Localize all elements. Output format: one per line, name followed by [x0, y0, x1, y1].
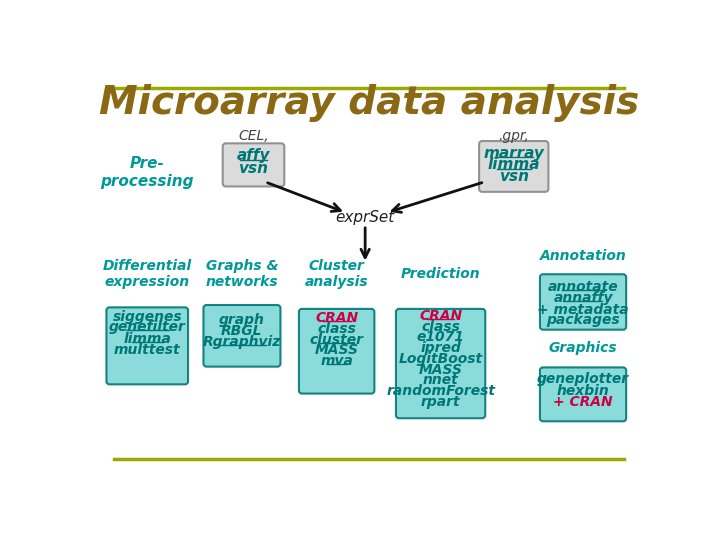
FancyBboxPatch shape	[396, 309, 485, 418]
Text: CRAN: CRAN	[315, 311, 359, 325]
FancyBboxPatch shape	[107, 307, 188, 384]
Text: multtest: multtest	[114, 343, 181, 357]
Text: geneplotter: geneplotter	[537, 372, 629, 386]
Text: packages: packages	[546, 313, 620, 327]
Text: Graphics: Graphics	[549, 341, 617, 355]
Text: marray: marray	[483, 146, 544, 161]
Text: mva: mva	[320, 354, 353, 368]
Text: + CRAN: + CRAN	[553, 395, 613, 409]
FancyBboxPatch shape	[540, 274, 626, 330]
Text: limma: limma	[123, 332, 171, 346]
Text: .gpr,: .gpr,	[498, 130, 529, 144]
Text: Differential
expression: Differential expression	[103, 259, 192, 289]
FancyBboxPatch shape	[540, 367, 626, 421]
Text: Prediction: Prediction	[401, 267, 480, 281]
Text: affy: affy	[237, 148, 270, 163]
Text: MASS: MASS	[315, 343, 359, 357]
Text: exprSet: exprSet	[336, 210, 395, 225]
Text: MASS: MASS	[418, 363, 463, 377]
Text: class: class	[421, 320, 460, 334]
Text: limma: limma	[487, 157, 540, 172]
Text: class: class	[318, 322, 356, 336]
Text: Annotation: Annotation	[540, 249, 626, 263]
FancyBboxPatch shape	[299, 309, 374, 394]
Text: RBGL: RBGL	[221, 324, 263, 338]
Text: vsn: vsn	[499, 169, 528, 184]
Text: CRAN: CRAN	[419, 309, 462, 323]
Text: rpart: rpart	[420, 395, 460, 409]
Text: genefilter: genefilter	[109, 320, 186, 334]
Text: Graphs &
networks: Graphs & networks	[206, 259, 278, 289]
Text: Microarray data analysis: Microarray data analysis	[99, 84, 639, 122]
Text: e1071: e1071	[417, 330, 464, 345]
Text: cluster: cluster	[310, 333, 364, 347]
Text: vsn: vsn	[238, 161, 269, 176]
Text: CEL,: CEL,	[238, 130, 269, 144]
Text: siggenes: siggenes	[112, 309, 182, 323]
Text: annotate: annotate	[548, 280, 618, 294]
Text: Rgraphviz: Rgraphviz	[203, 335, 281, 349]
Text: annaffy: annaffy	[553, 291, 613, 305]
FancyBboxPatch shape	[222, 143, 284, 186]
Text: randomForest: randomForest	[386, 384, 495, 399]
Text: graph: graph	[219, 313, 265, 327]
Text: LogitBoost: LogitBoost	[399, 352, 482, 366]
Text: Pre-
processing: Pre- processing	[101, 157, 194, 189]
Text: ipred: ipred	[420, 341, 461, 355]
Text: nnet: nnet	[423, 374, 459, 388]
Text: + metadata: + metadata	[537, 302, 629, 316]
FancyBboxPatch shape	[204, 305, 281, 367]
Text: hexbin: hexbin	[557, 383, 609, 397]
Text: Cluster
analysis: Cluster analysis	[305, 259, 369, 289]
FancyBboxPatch shape	[479, 141, 549, 192]
